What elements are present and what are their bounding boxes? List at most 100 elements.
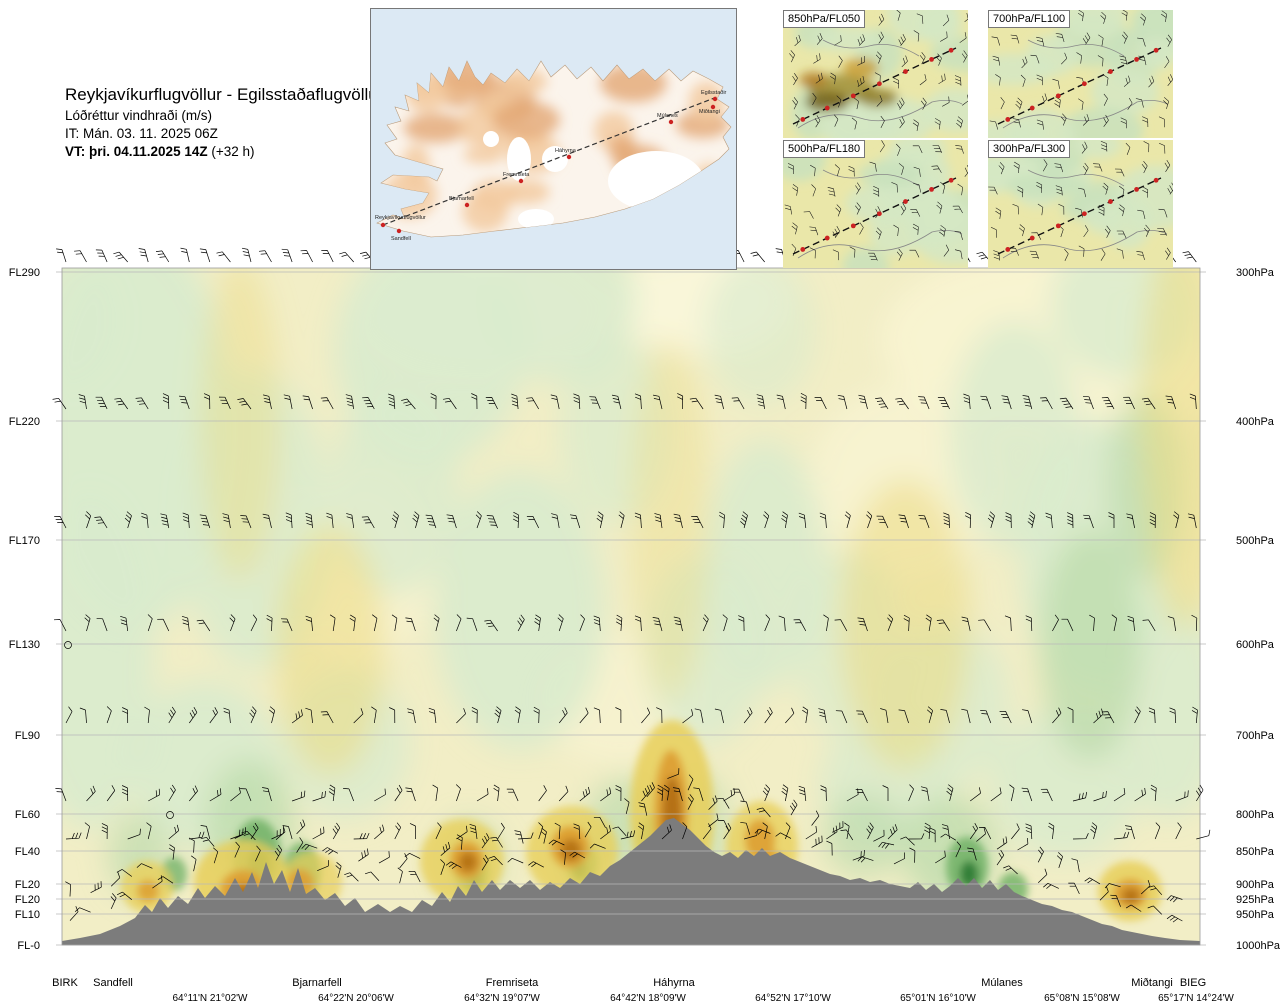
pressure-level-label: 400hPa — [1236, 416, 1275, 428]
minimap-850hpa — [783, 10, 968, 138]
flight-level-label: FL170 — [9, 535, 40, 547]
minimap-label-500: 500hPa/FL180 — [783, 140, 866, 158]
route-line — [382, 96, 718, 226]
coordinate-label: 65°01'N 16°10'W — [900, 993, 976, 1004]
station-label: Miðtangi — [1131, 977, 1173, 989]
minimap-station-dot — [1134, 187, 1139, 192]
minimap-label-700: 700hPa/FL100 — [988, 10, 1071, 28]
chart-subtitle: Lóðréttur vindhraði (m/s) — [65, 107, 213, 123]
minimap-station-dot — [850, 93, 856, 99]
flight-level-label: FL290 — [9, 267, 40, 279]
minimap-700hpa — [988, 10, 1173, 138]
minimap-station-dot — [903, 69, 908, 74]
minimap-station-dot — [1005, 247, 1011, 252]
station-label: BIRK — [52, 977, 78, 989]
flight-level-label: FL130 — [9, 639, 40, 651]
station-dot — [464, 202, 470, 208]
init-time: IT: Mán. 03. 11. 2025 06Z — [65, 126, 218, 142]
page-title: Reykjavíkurflugvöllur - Egilsstaðaflugvö… — [65, 85, 384, 104]
minimap-station-dot — [876, 81, 882, 87]
map-station-label: Reykjavíkurflugvöllur — [375, 215, 426, 221]
coastline — [1002, 39, 1168, 129]
wind-speed-field — [62, 268, 1200, 945]
coordinate-label: 64°22'N 20°06'W — [318, 993, 394, 1004]
minimap-route-line — [792, 177, 957, 255]
station-label: Sandfell — [93, 977, 133, 989]
map-station-label: Fremriseta — [503, 172, 530, 178]
map-station-label: Bjarnarfell — [449, 196, 474, 202]
pressure-level-label: 300hPa — [1236, 267, 1275, 279]
route-stations: Reykjavíkurflugvöllur Sandfell Bjarnarfell… — [375, 89, 727, 242]
station-dot — [380, 222, 386, 228]
coordinate-label: 64°11'N 21°02'W — [172, 993, 248, 1004]
station-label: Múlanes — [981, 977, 1023, 989]
station-dot — [710, 104, 716, 110]
pressure-level-label: 800hPa — [1236, 809, 1275, 821]
map-station-label: Miðtangi — [699, 108, 720, 115]
flight-level-label: FL90 — [15, 730, 40, 742]
minimap-station-dot — [1029, 105, 1035, 111]
minimap-station-dot — [1055, 223, 1061, 229]
station-dot — [518, 178, 524, 184]
minimap-route-line — [792, 47, 957, 125]
map-station-label: Háhyrna — [555, 148, 577, 154]
pressure-level-label: 1000hPa — [1236, 940, 1280, 952]
pressure-gridlines — [56, 271, 1206, 946]
pressure-level-label: 700hPa — [1236, 730, 1275, 742]
minimap-station-dot — [948, 47, 954, 53]
minimap-wind-barbs — [784, 140, 968, 261]
coordinate-label: 64°42'N 18°09'W — [610, 993, 686, 1004]
minimap-station-dot — [800, 117, 806, 122]
minimap-station-dot — [1108, 69, 1113, 74]
flight-level-label: FL20 — [15, 894, 40, 906]
minimap-500hpa — [783, 140, 968, 268]
coastline — [1002, 169, 1168, 259]
station-dot — [566, 154, 572, 160]
calm-wind-circle — [166, 811, 174, 819]
flight-level-label: FL220 — [9, 416, 40, 428]
terrain-profile — [62, 818, 1200, 945]
valid-time-offset: (+32 h) — [207, 144, 255, 160]
pressure-level-label: 600hPa — [1236, 639, 1275, 651]
minimap-route-line — [997, 47, 1162, 125]
minimap-station-dot — [948, 177, 954, 183]
minimap-station-dot — [1055, 93, 1061, 99]
minimap-station-dot — [800, 247, 806, 252]
pressure-level-label: 925hPa — [1236, 894, 1275, 906]
minimap-label-300: 300hPa/FL300 — [988, 140, 1071, 158]
flight-level-label: FL60 — [15, 809, 40, 821]
station-dot — [712, 96, 718, 102]
minimap-route-line — [997, 177, 1162, 255]
minimap-station-dot — [1005, 117, 1011, 122]
map-station-label: Sandfell — [391, 236, 411, 242]
map-station-label: Egilsstaðir — [701, 89, 727, 96]
map-station-label: Múlanes — [657, 113, 678, 119]
coastline — [797, 169, 963, 259]
pressure-level-label: 500hPa — [1236, 535, 1275, 547]
minimap-label-850: 850hPa/FL050 — [783, 10, 866, 28]
coastline — [797, 39, 963, 129]
station-dot — [668, 119, 674, 125]
minimap-station-dot — [1081, 81, 1087, 87]
valid-time-main: VT: þri. 04.11.2025 14Z — [65, 144, 208, 160]
minimap-station-dot — [1108, 199, 1113, 204]
pressure-level-label: 950hPa — [1236, 909, 1275, 921]
coordinate-label: 64°32'N 19°07'W — [464, 993, 540, 1004]
minimap-station-dot — [824, 235, 830, 241]
coordinate-label: 65°17'N 14°24'W — [1158, 993, 1234, 1004]
minimap-station-dot — [1029, 235, 1035, 241]
minimap-station-dot — [929, 57, 934, 62]
minimap-station-dot — [929, 187, 934, 192]
minimap-station-dot — [850, 223, 856, 229]
minimap-station-dot — [1134, 57, 1139, 62]
pressure-level-label: 900hPa — [1236, 879, 1275, 891]
valid-time: VT: þri. 04.11.2025 14Z (+32 h) — [65, 143, 383, 161]
station-label: Fremriseta — [486, 977, 539, 989]
coordinate-label: 65°08'N 15°08'W — [1044, 993, 1120, 1004]
pressure-level-label: 850hPa — [1236, 846, 1275, 858]
station-dot — [396, 228, 402, 234]
minimap-station-dot — [876, 211, 882, 217]
minimap-station-dot — [824, 105, 830, 111]
